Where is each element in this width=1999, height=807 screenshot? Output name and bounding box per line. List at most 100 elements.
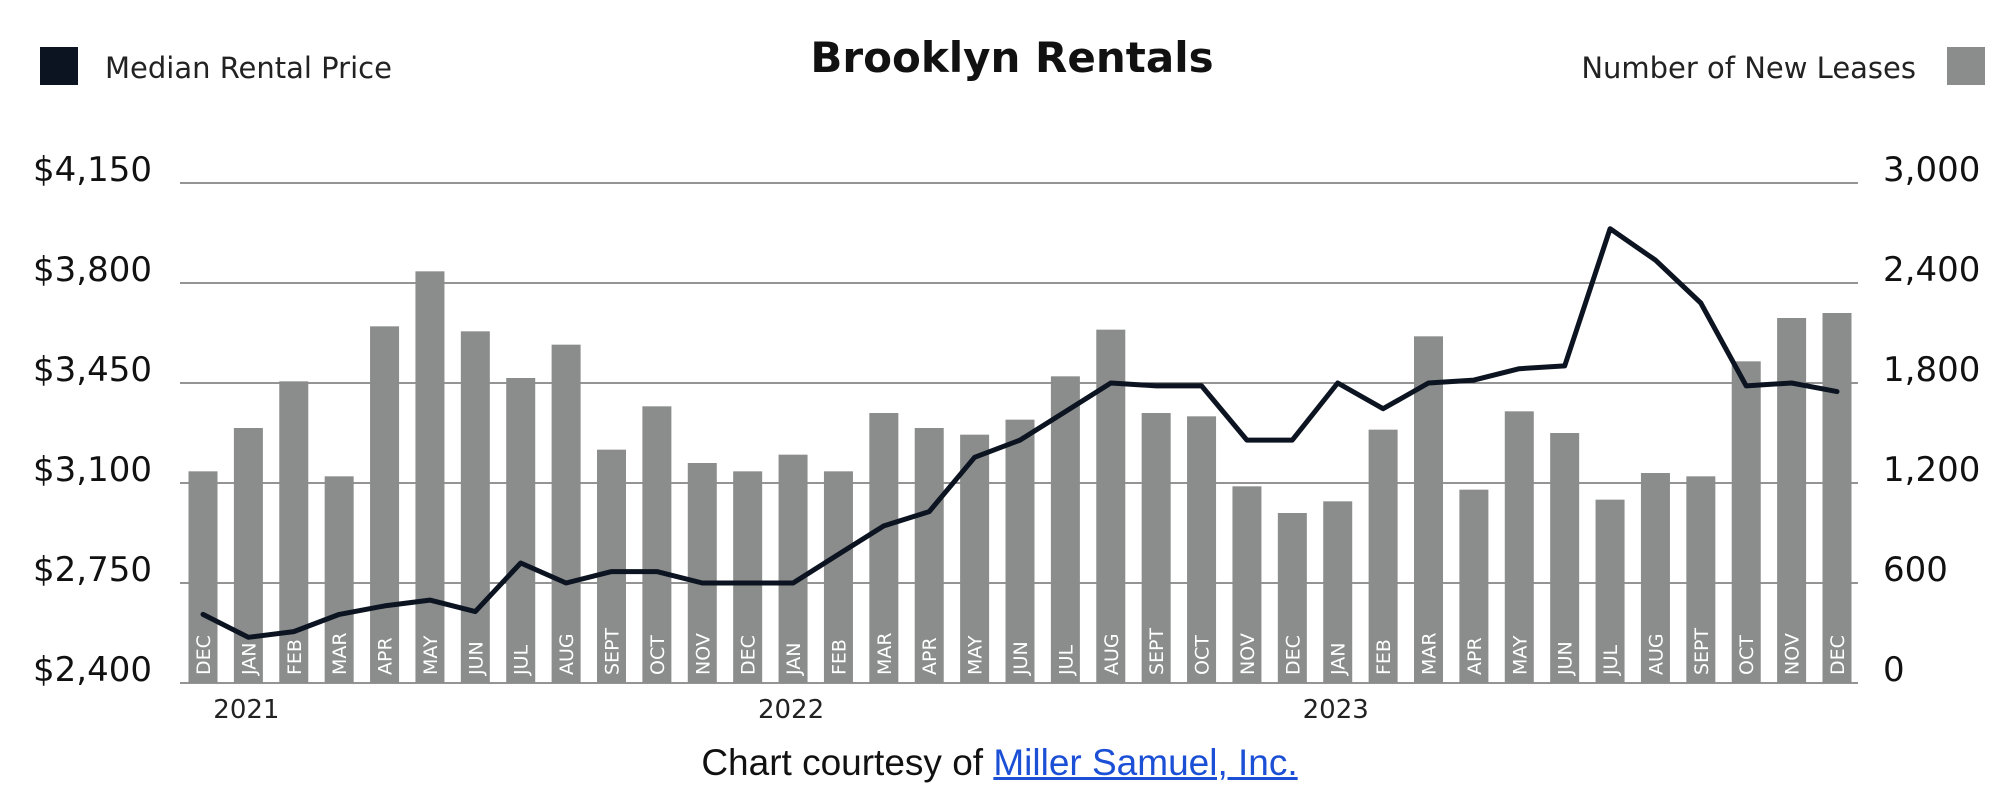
bar bbox=[506, 378, 536, 683]
month-label: JUL bbox=[511, 644, 533, 676]
y-right-tick-label: 600 bbox=[1883, 550, 1948, 590]
y-axis-left: $4,150 $3,800 $3,450 $3,100 $2,750 $2,400 bbox=[33, 150, 152, 690]
year-label: 2023 bbox=[1303, 695, 1369, 725]
bar bbox=[1050, 376, 1080, 683]
bar bbox=[1686, 476, 1716, 683]
bar bbox=[1323, 501, 1353, 683]
month-label: OCT bbox=[1736, 635, 1758, 675]
bar bbox=[1504, 411, 1534, 683]
month-label: MAY bbox=[1509, 635, 1531, 675]
bar bbox=[1595, 499, 1625, 683]
bar bbox=[1459, 489, 1489, 683]
y-axis-right: 3,000 2,400 1,800 1,200 600 0 bbox=[1883, 150, 1980, 690]
month-label: OCT bbox=[647, 635, 669, 675]
month-label: DEC bbox=[738, 635, 760, 675]
month-label: JUL bbox=[1600, 644, 1622, 676]
bar bbox=[597, 449, 626, 683]
legend-label-new-leases: Number of New Leases bbox=[1581, 51, 1916, 85]
bar bbox=[1141, 413, 1171, 683]
x-axis-year-labels: 2021 2022 2023 bbox=[213, 695, 1369, 725]
credit-prefix: Chart courtesy of bbox=[701, 742, 994, 783]
month-label: JAN bbox=[1328, 643, 1350, 676]
bar bbox=[324, 476, 354, 683]
y-left-tick-label: $2,750 bbox=[33, 550, 152, 590]
bar bbox=[778, 454, 808, 683]
month-label: APR bbox=[375, 637, 397, 675]
bar bbox=[642, 406, 672, 683]
month-label: SEPT bbox=[602, 627, 624, 675]
month-label: JUN bbox=[465, 641, 487, 676]
y-left-tick-label: $3,800 bbox=[33, 250, 152, 290]
month-label: MAR bbox=[874, 632, 896, 675]
y-left-tick-label: $3,450 bbox=[33, 350, 152, 390]
bar bbox=[869, 413, 899, 683]
legend-label-median-price: Median Rental Price bbox=[105, 51, 392, 85]
bar bbox=[551, 344, 581, 683]
bar bbox=[1731, 361, 1761, 683]
bar bbox=[1232, 486, 1262, 683]
month-label: SEPT bbox=[1146, 627, 1168, 675]
month-label: NOV bbox=[692, 633, 714, 675]
bar bbox=[1368, 429, 1398, 683]
bar bbox=[188, 471, 218, 683]
bar bbox=[823, 471, 853, 683]
y-right-tick-label: 2,400 bbox=[1883, 250, 1980, 290]
month-label: FEB bbox=[284, 639, 306, 675]
month-label: DEC bbox=[1282, 635, 1304, 675]
y-left-tick-label: $3,100 bbox=[33, 450, 152, 490]
bar bbox=[1187, 416, 1217, 683]
credit-link[interactable]: Miller Samuel, Inc. bbox=[993, 742, 1298, 783]
y-right-tick-label: 1,200 bbox=[1883, 450, 1980, 490]
month-label: AUG bbox=[1101, 633, 1123, 675]
month-label: JUL bbox=[1055, 644, 1077, 676]
bar bbox=[1550, 433, 1580, 683]
month-label: JUN bbox=[1010, 641, 1032, 676]
year-label: 2021 bbox=[213, 695, 279, 725]
bar bbox=[1277, 513, 1307, 683]
y-right-tick-label: 0 bbox=[1883, 650, 1905, 690]
chart-credit: Chart courtesy of Miller Samuel, Inc. bbox=[0, 742, 1999, 784]
y-left-tick-label: $4,150 bbox=[33, 150, 152, 190]
month-label: AUG bbox=[556, 633, 578, 675]
bar bbox=[1005, 419, 1035, 683]
month-label: NOV bbox=[1237, 633, 1259, 675]
month-label: JUN bbox=[1555, 641, 1577, 676]
x-axis-month-labels: DEC JAN FEB MAR APR MAY JUN JUL AUG SEPT OCT NOV DEC… bbox=[193, 627, 1849, 676]
price-line bbox=[200, 226, 1840, 640]
legend-swatch-median-price bbox=[40, 47, 78, 85]
chart: Median Rental Price Brooklyn Rentals Num… bbox=[33, 33, 1985, 725]
bar-series-new-leases bbox=[188, 271, 1852, 683]
year-label: 2022 bbox=[758, 695, 824, 725]
month-label: FEB bbox=[1373, 639, 1395, 675]
month-label: JAN bbox=[783, 643, 805, 676]
bar bbox=[914, 428, 944, 683]
month-label: APR bbox=[1464, 637, 1486, 675]
month-label: MAY bbox=[420, 635, 442, 675]
y-right-tick-label: 3,000 bbox=[1883, 150, 1980, 190]
legend-swatch-new-leases bbox=[1947, 47, 1985, 85]
bar bbox=[370, 326, 400, 683]
bar bbox=[687, 463, 717, 683]
bar bbox=[233, 428, 263, 683]
bar bbox=[1822, 313, 1852, 683]
bar bbox=[1777, 318, 1807, 683]
month-label: NOV bbox=[1782, 633, 1804, 675]
month-label: DEC bbox=[193, 635, 215, 675]
month-label: MAR bbox=[329, 632, 351, 675]
bar bbox=[960, 434, 990, 683]
bar bbox=[415, 271, 445, 683]
month-label: OCT bbox=[1192, 635, 1214, 675]
month-label: MAR bbox=[1419, 632, 1441, 675]
bar bbox=[1640, 473, 1670, 683]
month-label: MAY bbox=[965, 635, 987, 675]
month-label: APR bbox=[919, 637, 941, 675]
chart-title: Brooklyn Rentals bbox=[810, 33, 1213, 82]
month-label: SEPT bbox=[1691, 627, 1713, 675]
bar bbox=[279, 381, 309, 683]
bar bbox=[1414, 336, 1443, 683]
month-label: JAN bbox=[238, 643, 260, 676]
month-label: AUG bbox=[1645, 633, 1667, 675]
line-series-median-price bbox=[200, 226, 1840, 640]
y-left-tick-label: $2,400 bbox=[33, 650, 152, 690]
month-label: DEC bbox=[1827, 635, 1849, 675]
